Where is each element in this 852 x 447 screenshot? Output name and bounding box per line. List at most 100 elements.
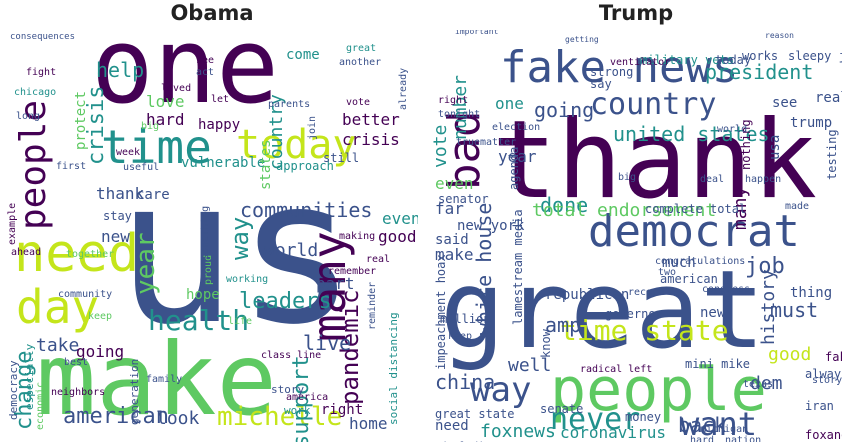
cloud-word: good: [378, 227, 417, 246]
cloud-word: another: [339, 57, 382, 68]
cloud-word: help: [96, 58, 145, 82]
cloud-word: agenda: [507, 146, 521, 190]
cloud-word: getting: [565, 35, 599, 44]
cloud-word: foxnews: [480, 421, 556, 442]
cloud-word: said: [435, 232, 469, 248]
cloud-word: election: [492, 122, 541, 133]
cloud-word: one: [91, 30, 279, 127]
cloud-word: world: [717, 124, 748, 135]
cloud-word: better: [342, 110, 400, 129]
cloud-word: foxandfriends: [805, 428, 842, 442]
cloud-word: class line: [261, 350, 322, 361]
cloud-word: first: [56, 161, 87, 172]
cloud-word: million: [440, 312, 491, 326]
cloud-word: care: [136, 187, 170, 203]
cloud-word: thank: [96, 184, 145, 203]
cloud-word: already: [398, 67, 409, 110]
cloud-word: job: [745, 254, 785, 279]
cloud-word: record: [628, 287, 665, 298]
word-cloud-obama: one us make need people time today many day crisi…: [6, 30, 418, 442]
cloud-word: generation: [128, 358, 141, 425]
cloud-word: united states: [613, 122, 770, 146]
cloud-word: strong: [590, 65, 634, 79]
cloud-word: great: [440, 248, 766, 373]
cloud-word: complete total: [645, 202, 747, 216]
cloud-word: new york: [457, 218, 525, 234]
cloud-word: number: [450, 74, 471, 140]
cloud-word: know: [539, 329, 553, 358]
cloud-word: us: [116, 136, 357, 369]
cloud-word: world: [264, 240, 319, 261]
cloud-word: democracy: [7, 360, 20, 420]
cloud-word: need: [435, 418, 469, 434]
cloud-word: join: [307, 115, 318, 140]
cloud-word: fake news: [500, 42, 739, 93]
cloud-word: great state: [435, 407, 515, 421]
cloud-word: real: [366, 254, 391, 265]
cloud-word: money: [625, 410, 662, 424]
cloud-word: reason: [765, 31, 794, 40]
cloud-word: new: [101, 227, 130, 246]
cloud-word: hard: [690, 435, 715, 443]
cloud-word: new: [700, 305, 726, 321]
cloud-word: never: [550, 402, 641, 437]
cloud-word: congress: [702, 284, 751, 295]
cloud-word: vote: [346, 97, 371, 108]
cloud-word: today: [236, 122, 357, 168]
cloud-word: people: [550, 355, 767, 425]
cloud-word: far: [435, 199, 464, 218]
cloud-word: usa: [767, 134, 783, 160]
cloud-word: day: [16, 280, 100, 334]
cloud-word: family: [146, 374, 183, 385]
cloud-word: right: [438, 95, 469, 106]
cloud-word: still: [323, 151, 360, 165]
cloud-word: make: [36, 321, 277, 438]
cloud-word: year: [498, 147, 537, 166]
cloud-word: country: [590, 87, 717, 122]
cloud-word: tonight: [438, 109, 481, 120]
cloud-word: sleepy joe: [788, 49, 842, 63]
cloud-word: amp: [545, 313, 582, 337]
cloud-word: great: [346, 43, 377, 54]
cloud-word: democrat: [588, 206, 800, 257]
cloud-word: communities: [240, 198, 373, 222]
cloud-word: going: [534, 98, 595, 122]
cloud-word: lamestream media: [511, 209, 525, 325]
cloud-word: take: [36, 335, 80, 356]
cloud-word: need: [14, 224, 140, 284]
cloud-word: made: [785, 201, 810, 212]
cloud-word: china: [435, 370, 496, 394]
cloud-word: right: [321, 402, 364, 418]
cloud-word: love: [146, 92, 185, 111]
cloud-word: remember: [328, 266, 377, 277]
cloud-word: testing: [825, 129, 839, 180]
cloud-word: true: [456, 137, 481, 148]
cloud-word: always: [805, 367, 842, 381]
cloud-word: working: [226, 274, 269, 285]
cloud-word: back: [678, 413, 727, 437]
cloud-word: something: [200, 205, 211, 260]
cloud-word: happy: [198, 117, 241, 133]
cloud-word: much: [662, 255, 696, 271]
cloud-word: america: [286, 392, 329, 403]
cloud-word: really: [815, 90, 842, 106]
cloud-word: american: [660, 272, 718, 286]
cloud-word: way: [226, 216, 254, 260]
cloud-word: radical left: [580, 364, 653, 375]
cloud-word: week: [116, 147, 141, 158]
cloud-word: american: [63, 404, 169, 429]
cloud-word: congratulations: [655, 256, 746, 267]
panel-title-obama: Obama: [170, 1, 254, 25]
cloud-word: today: [715, 53, 752, 67]
cloud-word: one: [495, 94, 524, 113]
cloud-word: leaders: [239, 289, 332, 314]
cloud-word: year: [131, 232, 161, 295]
cloud-word: texas: [743, 379, 774, 390]
cloud-word: example: [7, 202, 18, 245]
cloud-word: stay: [103, 209, 132, 223]
cloud-word: vote: [430, 124, 451, 168]
cloud-word: together: [66, 249, 115, 260]
cloud-word: life: [228, 316, 253, 327]
cloud-word: protect: [73, 90, 89, 150]
cloud-word: home: [349, 414, 388, 433]
